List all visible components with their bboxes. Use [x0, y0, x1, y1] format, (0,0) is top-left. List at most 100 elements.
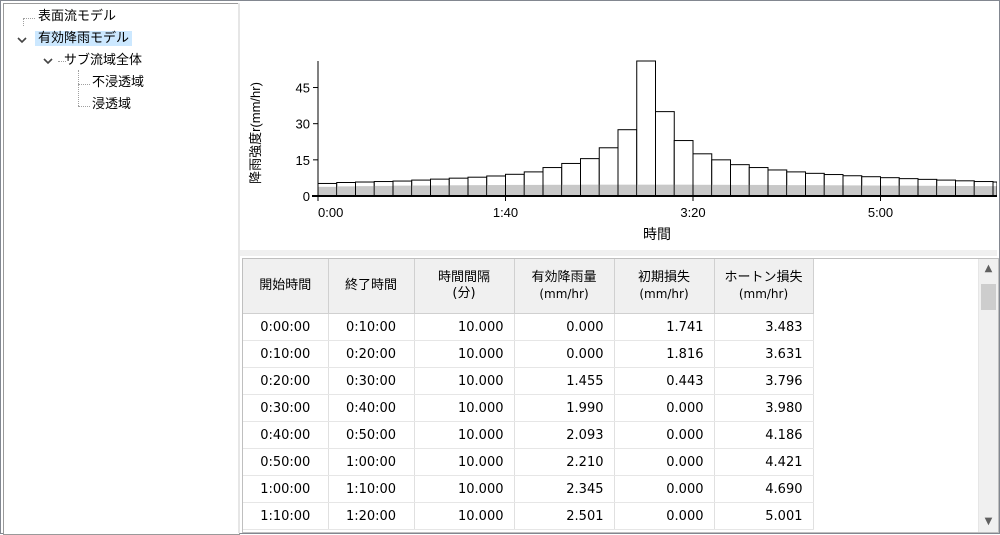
table-cell[interactable]: 0.000 [614, 448, 715, 476]
table-cell[interactable]: 1.741 [614, 313, 715, 341]
chevron-down-icon[interactable] [16, 34, 28, 46]
loss-bar [824, 185, 843, 196]
table-cell[interactable]: 4.690 [714, 475, 814, 503]
table-row[interactable]: 0:20:00 0:30:00 10.000 1.455 0.443 3.796 [243, 367, 814, 395]
table-cell[interactable]: 10.000 [414, 367, 515, 395]
loss-bar [506, 184, 524, 196]
table-cell[interactable]: 10.000 [414, 394, 515, 422]
tree-item-label: 有効降雨モデル [35, 31, 133, 46]
table-row[interactable]: 1:00:00 1:10:00 10.000 2.345 0.000 4.690 [243, 475, 814, 503]
table-cell[interactable]: 0:30:00 [243, 394, 329, 422]
table-cell[interactable]: 1.455 [514, 367, 615, 395]
column-header-label: 有効降雨量 [531, 269, 597, 285]
tree-connector [58, 61, 66, 62]
table-cell[interactable]: 1:10:00 [243, 502, 329, 530]
scrollbar-thumb[interactable] [981, 284, 996, 310]
table-row[interactable]: 1:10:00 1:20:00 10.000 2.501 0.000 5.001 [243, 502, 814, 530]
table-cell[interactable]: 1.990 [514, 394, 615, 422]
table-cell[interactable]: 10.000 [414, 421, 515, 449]
loss-bar [431, 185, 449, 196]
loss-bar [337, 186, 355, 196]
table-cell[interactable]: 3.631 [714, 340, 814, 368]
table-cell[interactable]: 0:10:00 [243, 340, 329, 368]
table-cell[interactable]: 3.483 [714, 313, 814, 341]
column-header-label: 開始時間 [259, 278, 312, 293]
tree-item-whole-subcatchment[interactable]: サブ流域全体 [61, 51, 145, 71]
chevron-down-icon[interactable] [42, 55, 54, 67]
table-cell[interactable]: 0.443 [614, 367, 715, 395]
table-cell[interactable]: 1:20:00 [328, 502, 415, 530]
tree-item-surface-flow-model[interactable]: 表面流モデル [35, 7, 119, 27]
column-header-label: 時間間隔 [437, 270, 490, 285]
column-header[interactable]: 終了時間 [328, 259, 415, 314]
table-cell[interactable]: 0:50:00 [328, 421, 415, 449]
table-cell[interactable]: 1:00:00 [328, 448, 415, 476]
table-row[interactable]: 0:10:00 0:20:00 10.000 0.000 1.816 3.631 [243, 340, 814, 368]
table-cell[interactable]: 0.000 [614, 475, 715, 503]
table-cell[interactable]: 2.501 [514, 502, 615, 530]
table-cell[interactable]: 0:10:00 [328, 313, 415, 341]
column-header-label: 初期損失 [637, 269, 690, 285]
table-cell[interactable]: 5.001 [714, 502, 814, 530]
column-header[interactable]: 有効降雨量 (mm/hr) [514, 259, 615, 314]
table-cell[interactable]: 0.000 [514, 340, 615, 368]
table-cell[interactable]: 3.796 [714, 367, 814, 395]
tree-item-impervious-area[interactable]: 不浸透域 [89, 73, 147, 93]
table-cell[interactable]: 0:30:00 [328, 367, 415, 395]
table-row[interactable]: 0:50:00 1:00:00 10.000 2.210 0.000 4.421 [243, 448, 814, 476]
rainfall-chart-pane: 降雨強度r(mm/hr) 45 30 15 0 0:00 1:40 3:20 5:00 時間 [240, 3, 998, 250]
column-header[interactable]: 時間間隔 (分) [414, 259, 515, 314]
tree-item-effective-rainfall-model[interactable]: 有効降雨モデル [35, 29, 133, 49]
table-cell[interactable]: 0.000 [514, 313, 615, 341]
x-axis-label: 時間 [643, 226, 671, 242]
table-cell[interactable]: 2.345 [514, 475, 615, 503]
y-axis-label: 降雨強度r(mm/hr) [248, 82, 263, 184]
table-cell[interactable]: 4.421 [714, 448, 814, 476]
table-cell[interactable]: 10.000 [414, 448, 515, 476]
x-tick-label: 3:20 [680, 205, 705, 220]
table-cell[interactable]: 10.000 [414, 502, 515, 530]
table-cell[interactable]: 0.000 [614, 502, 715, 530]
tree-item-pervious-area[interactable]: 浸透域 [89, 95, 134, 115]
table-cell[interactable]: 10.000 [414, 475, 515, 503]
scroll-up-icon[interactable]: ▲ [984, 263, 993, 274]
table-cell[interactable]: 0.000 [614, 394, 715, 422]
table-cell[interactable]: 2.210 [514, 448, 615, 476]
table-cell[interactable]: 0:40:00 [328, 394, 415, 422]
table-cell[interactable]: 10.000 [414, 340, 515, 368]
loss-bar [843, 185, 862, 196]
table-cell[interactable]: 10.000 [414, 313, 515, 341]
horizontal-splitter[interactable] [240, 250, 997, 256]
table-cell[interactable]: 1:00:00 [243, 475, 329, 503]
table-cell[interactable]: 1:10:00 [328, 475, 415, 503]
loss-bar [318, 186, 337, 196]
table-row[interactable]: 0:30:00 0:40:00 10.000 1.990 0.000 3.980 [243, 394, 814, 422]
loss-bar [918, 185, 937, 196]
table-cell[interactable]: 0:40:00 [243, 421, 329, 449]
column-header-unit: (mm/hr) [639, 286, 689, 301]
table-cell[interactable]: 0:00:00 [243, 313, 329, 341]
table-row[interactable]: 0:00:00 0:10:00 10.000 0.000 1.741 3.483 [243, 313, 814, 341]
vertical-splitter[interactable] [238, 3, 240, 533]
tree-connector [23, 18, 24, 26]
column-header[interactable]: 開始時間 [243, 259, 329, 314]
table-cell[interactable]: 0:50:00 [243, 448, 329, 476]
table-cell[interactable]: 4.186 [714, 421, 814, 449]
table-cell[interactable]: 2.093 [514, 421, 615, 449]
table-cell[interactable]: 1.816 [614, 340, 715, 368]
results-table: 開始時間 終了時間 時間間隔 (分) 有効降雨量 (mm/hr) 初期損失 (mm/h… [243, 259, 814, 530]
table-cell[interactable]: 3.980 [714, 394, 814, 422]
table-cell[interactable]: 0:20:00 [328, 340, 415, 368]
column-header-unit: (mm/hr) [539, 286, 589, 301]
table-cell[interactable]: 0:20:00 [243, 367, 329, 395]
table-row[interactable]: 0:40:00 0:50:00 10.000 2.093 0.000 4.186 [243, 421, 814, 449]
vertical-scrollbar[interactable]: ▲ ▼ [978, 259, 998, 532]
column-header[interactable]: ホートン損失 (mm/hr) [714, 259, 814, 314]
tree-connector [23, 18, 35, 19]
loss-bar [637, 184, 655, 196]
loss-bar [374, 185, 393, 196]
scroll-down-icon[interactable]: ▼ [984, 516, 993, 527]
model-tree[interactable]: 表面流モデル 有効降雨モデル サブ流域全体 不浸透域 浸透域 [3, 3, 240, 535]
table-cell[interactable]: 0.000 [614, 421, 715, 449]
column-header[interactable]: 初期損失 (mm/hr) [614, 259, 715, 314]
